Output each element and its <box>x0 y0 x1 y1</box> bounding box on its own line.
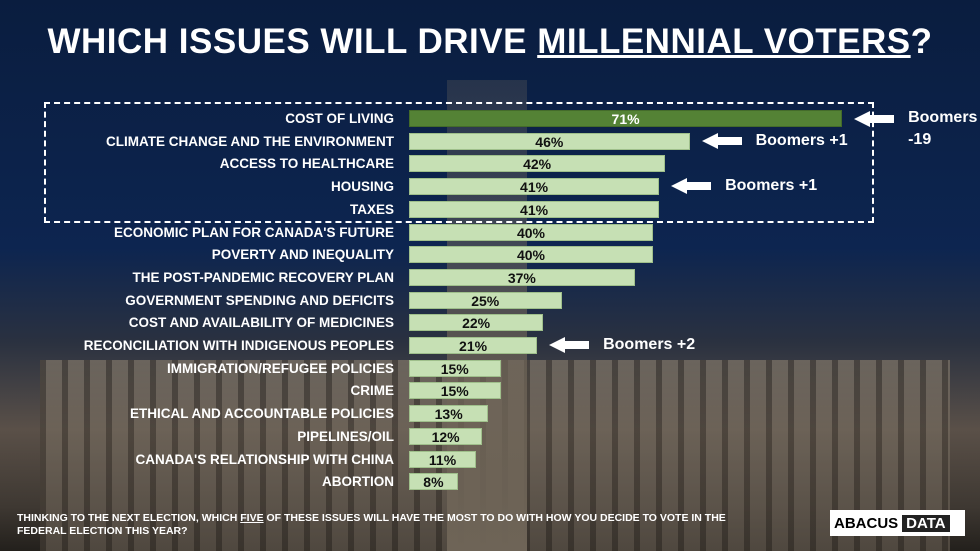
category-label: POVERTY AND INEQUALITY <box>211 247 394 263</box>
bar: 41% <box>409 178 660 196</box>
data-label: 40% <box>516 247 546 264</box>
category-label: TAXES <box>349 201 394 217</box>
data-label: 15% <box>440 360 469 377</box>
bar: 25% <box>409 291 562 309</box>
category-label: HOUSING <box>330 179 394 195</box>
bar: 12% <box>409 427 483 445</box>
category-label: IMMIGRATION/REFUGEE POLICIES <box>166 360 394 376</box>
category-label: CRIME <box>350 383 395 399</box>
annotation-text: Boomers <box>908 109 978 126</box>
data-label: 8% <box>423 474 444 491</box>
page-title: WHICH ISSUES WILL DRIVE MILLENNIAL VOTER… <box>47 22 933 61</box>
bar: 21% <box>409 337 538 354</box>
bar: 40% <box>409 246 653 264</box>
data-label: 21% <box>459 338 488 354</box>
bar: 41% <box>409 200 660 218</box>
category-label: GOVERNMENT SPENDING AND DEFICITS <box>125 292 394 308</box>
arrow-left-icon <box>701 132 742 149</box>
category-label: RECONCILIATION WITH INDIGENOUS PEOPLES <box>83 338 394 353</box>
category-label: ETHICAL AND ACCOUNTABLE POLICIES <box>129 406 394 422</box>
bar: 11% <box>409 450 477 468</box>
bar: 13% <box>409 405 489 423</box>
bar: 22% <box>409 314 544 332</box>
arrow-left-icon <box>549 337 590 353</box>
category-label: ACCESS TO HEALTHCARE <box>219 156 394 172</box>
boomers-annotation: Boomers -19 <box>854 107 977 151</box>
boomers-annotation: Boomers +1 <box>701 131 848 150</box>
boomers-annotation: Boomers +2 <box>549 336 695 354</box>
arrow-left-icon <box>671 178 712 195</box>
bar: 15% <box>409 359 501 377</box>
question-footnote: THINKING TO THE NEXT ELECTION, WHICH FIV… <box>17 512 726 537</box>
category-label: THE POST-PANDEMIC RECOVERY PLAN <box>132 269 394 285</box>
bar: 71% <box>409 110 843 127</box>
top-five-dashed-box <box>44 102 874 223</box>
bar: 40% <box>409 223 653 241</box>
bar: 8% <box>409 473 458 491</box>
data-label: 46% <box>535 133 564 150</box>
boomers-annotation: Boomers +1 <box>671 177 817 195</box>
category-label: PIPELINES/OIL <box>297 428 394 444</box>
category-label: COST OF LIVING <box>285 111 394 126</box>
data-label: 11% <box>428 451 457 468</box>
data-label: 37% <box>507 269 536 286</box>
data-label: 12% <box>431 428 460 445</box>
category-label: CLIMATE CHANGE AND THE ENVIRONMENT <box>106 133 394 149</box>
annotation-text: Boomers +1 <box>725 177 818 195</box>
category-label: ECONOMIC PLAN FOR CANADA'S FUTURE <box>114 224 394 240</box>
category-label: CANADA'S RELATIONSHIP WITH CHINA <box>135 451 394 467</box>
category-label: COST AND AVAILABILITY OF MEDICINES <box>128 315 394 331</box>
category-label: ABORTION <box>322 474 394 490</box>
abacus-data-logo: ABACUS DATA <box>830 510 965 536</box>
bar: 46% <box>409 132 690 150</box>
data-label: 42% <box>523 156 552 173</box>
bar: 15% <box>409 382 501 400</box>
data-label: 40% <box>516 224 546 241</box>
data-label: 13% <box>434 406 463 423</box>
bar: 42% <box>409 155 666 173</box>
data-label: 22% <box>462 315 491 332</box>
data-label: 15% <box>440 383 469 400</box>
arrow-left-icon <box>854 111 895 127</box>
data-label: 41% <box>520 201 549 218</box>
annotation-text: Boomers +2 <box>603 336 696 353</box>
data-label: 25% <box>471 292 500 309</box>
data-label: 41% <box>520 179 549 196</box>
bar: 37% <box>409 268 635 286</box>
annotation-text-2: -19 <box>908 131 932 148</box>
data-label: 71% <box>611 111 640 127</box>
annotation-text: Boomers +1 <box>755 131 848 149</box>
